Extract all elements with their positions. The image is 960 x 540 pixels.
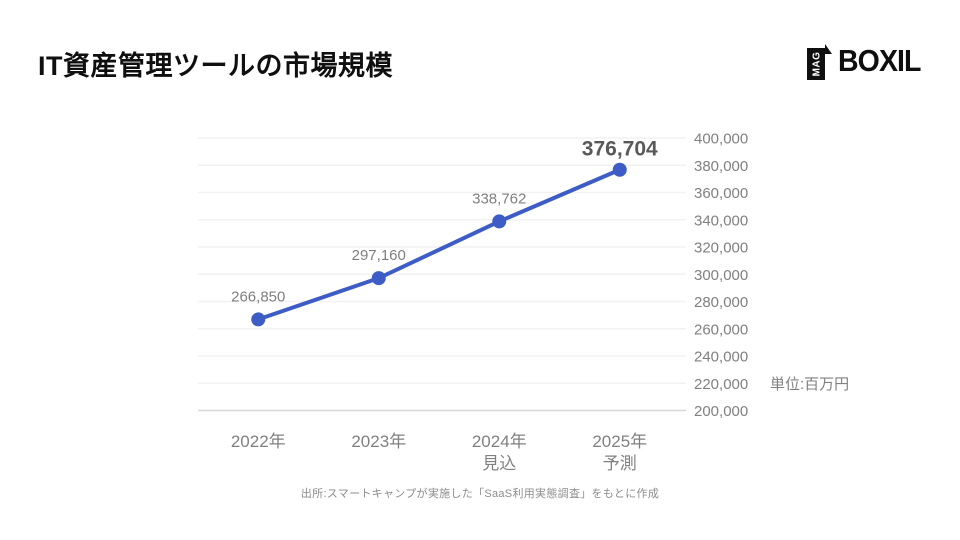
data-label: 266,850 (231, 288, 285, 305)
data-point (612, 162, 627, 177)
data-label: 338,762 (472, 190, 526, 207)
y-tick-label: 340,000 (694, 212, 748, 229)
series-line (256, 167, 622, 322)
x-axis-label: 2025年予測 (592, 432, 647, 473)
y-tick-label: 240,000 (694, 349, 748, 366)
mag-flag-icon: MAG (807, 44, 833, 80)
y-tick-label: 220,000 (694, 376, 748, 393)
boxil-mag-logo: MAG BOXIL (806, 42, 928, 80)
y-tick-label: 380,000 (694, 158, 748, 175)
data-point (251, 312, 266, 327)
data-label: 297,160 (352, 247, 406, 264)
y-tick-label: 300,000 (694, 267, 748, 284)
y-tick-label: 260,000 (694, 321, 748, 338)
unit-label: 単位:百万円 (770, 376, 850, 393)
data-label-emphasized: 376,704 (582, 138, 658, 161)
y-tick-label: 320,000 (694, 240, 748, 257)
data-point (371, 271, 386, 286)
x-axis-label: 2023年 (351, 432, 406, 451)
x-axis-label: 2024年見込 (472, 432, 527, 473)
mag-flag-text: MAG (812, 52, 823, 77)
y-tick-label: 400,000 (694, 131, 748, 148)
y-tick-label: 360,000 (694, 185, 748, 202)
source-note: 出所:スマートキャンプが実施した「SaaS利用実態調査」をもとに作成 (300, 488, 660, 500)
page-title: IT資産管理ツールの市場規模 (38, 51, 393, 81)
y-tick-label: 200,000 (694, 403, 748, 420)
logo-brand-text: BOXIL (838, 43, 921, 78)
y-tick-label: 280,000 (694, 294, 748, 311)
data-point (492, 214, 507, 229)
x-axis-label: 2022年 (231, 432, 286, 451)
